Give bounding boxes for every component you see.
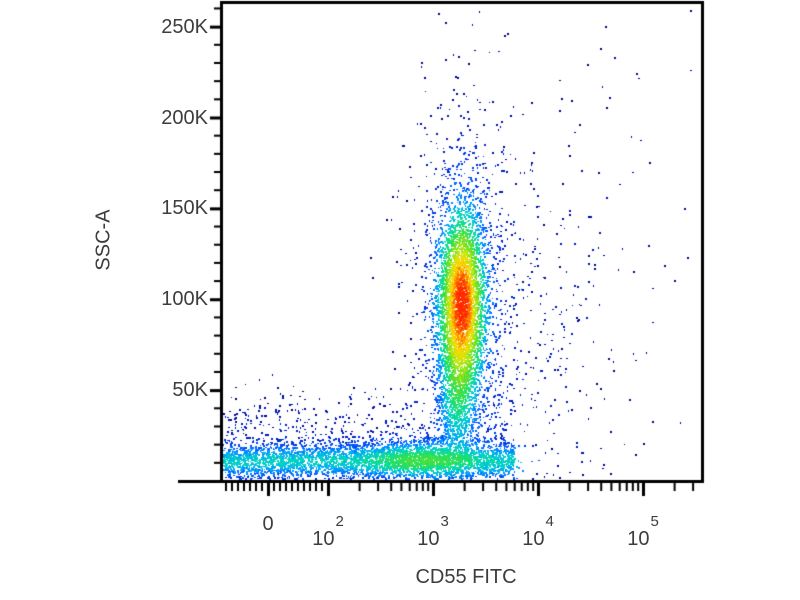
y-tick-label: 200K bbox=[161, 106, 208, 129]
y-tick-label: 50K bbox=[172, 379, 208, 402]
x-tick-label: 10 5 bbox=[627, 513, 659, 550]
y-tick-label: 250K bbox=[161, 15, 208, 38]
y-tick-label: 100K bbox=[161, 288, 208, 311]
x-tick-label: 10 4 bbox=[522, 513, 554, 550]
x-tick-label: 0 bbox=[262, 513, 274, 535]
x-axis-title: CD55 FITC bbox=[415, 566, 517, 588]
y-tick-label: 150K bbox=[161, 197, 208, 220]
x-tick-label: 10 2 bbox=[312, 513, 344, 550]
x-tick-label: 10 3 bbox=[417, 513, 449, 550]
y-axis-title: SSC-A bbox=[92, 209, 115, 271]
